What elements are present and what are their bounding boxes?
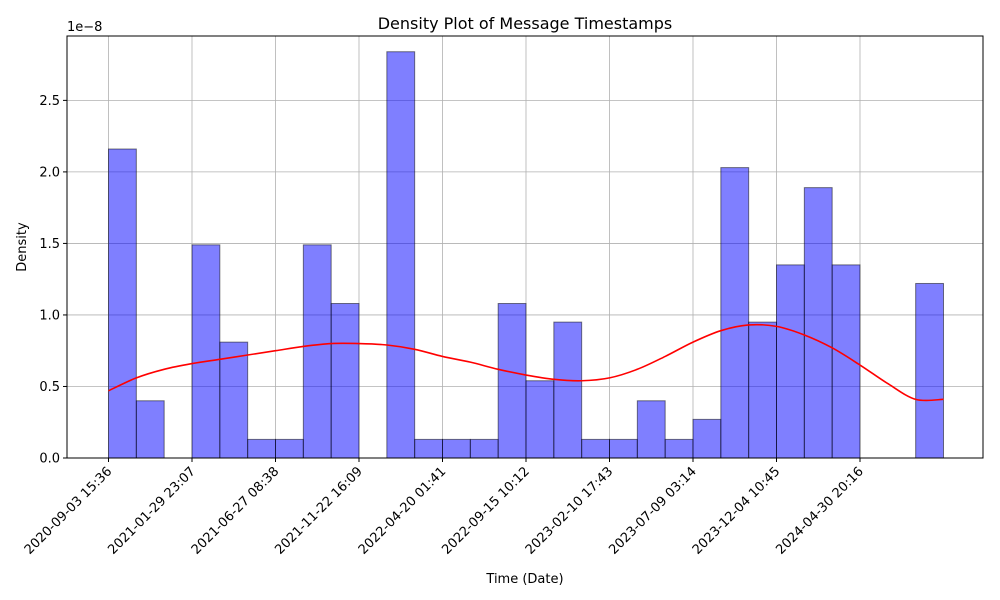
x-tick-label: 2020-09-03 15:36 xyxy=(22,464,115,557)
y-tick-label: 1.0 xyxy=(39,308,60,323)
x-tick-label: 2021-01-29 23:07 xyxy=(105,464,198,557)
histogram-bar xyxy=(191,244,221,459)
histogram-bar xyxy=(748,321,778,459)
y-tick-label: 2.5 xyxy=(39,94,60,109)
x-tick-label: 2021-11-22 16:09 xyxy=(272,464,365,557)
histogram-bar xyxy=(692,418,722,459)
y-tick-label: 0.5 xyxy=(39,380,60,395)
x-tick-label: 2023-12-04 10:45 xyxy=(690,464,783,557)
x-tick-label: 2022-09-15 10:12 xyxy=(439,464,532,557)
histogram-bar xyxy=(219,341,249,459)
kde-curve-group xyxy=(108,323,944,402)
x-tick-label: 2023-02-10 17:43 xyxy=(523,464,616,557)
histogram-bar xyxy=(135,400,165,459)
histogram-bar xyxy=(330,303,360,459)
histogram-bar xyxy=(275,438,304,459)
histogram-bar xyxy=(247,438,277,459)
histogram-bar xyxy=(302,244,332,459)
histogram-bar xyxy=(525,380,555,459)
histogram-bar xyxy=(442,438,471,459)
histogram-bar xyxy=(108,148,137,459)
histogram-bar xyxy=(609,438,638,459)
histogram-bar xyxy=(414,438,443,459)
histogram-bar xyxy=(915,282,945,459)
x-tick-label: 2024-04-30 20:16 xyxy=(773,464,866,557)
histogram-bar xyxy=(497,303,527,459)
x-axis-label: Time (Date) xyxy=(485,572,563,587)
histogram-bar xyxy=(553,321,583,459)
y-tick-label: 2.0 xyxy=(39,165,60,180)
kde-curve xyxy=(108,323,944,402)
chart-title: Density Plot of Message Timestamps xyxy=(378,14,673,33)
x-tick-label: 2023-07-09 03:14 xyxy=(606,464,699,557)
histogram-bar xyxy=(386,51,416,459)
y-axis-label: Density xyxy=(15,222,30,272)
histogram-bar xyxy=(803,187,833,459)
histogram-bar xyxy=(664,438,694,459)
histogram-bar xyxy=(720,167,750,459)
histogram-bar xyxy=(776,264,805,459)
x-tick-label: 2021-06-27 08:38 xyxy=(189,464,282,557)
histogram-bar xyxy=(581,438,611,459)
histogram-bars xyxy=(108,51,945,459)
y-axis-offset-label: 1e−8 xyxy=(67,20,102,35)
y-tick-label: 0.0 xyxy=(39,452,60,467)
histogram-bar xyxy=(636,400,666,459)
y-tick-label: 1.5 xyxy=(39,237,60,252)
histogram-bar xyxy=(469,438,499,459)
x-tick-label: 2022-04-20 01:41 xyxy=(356,464,449,557)
y-axis-ticks: 0.0 0.5 1.0 1.5 2.0 2.5 xyxy=(39,94,67,467)
plot-frame xyxy=(66,35,984,459)
